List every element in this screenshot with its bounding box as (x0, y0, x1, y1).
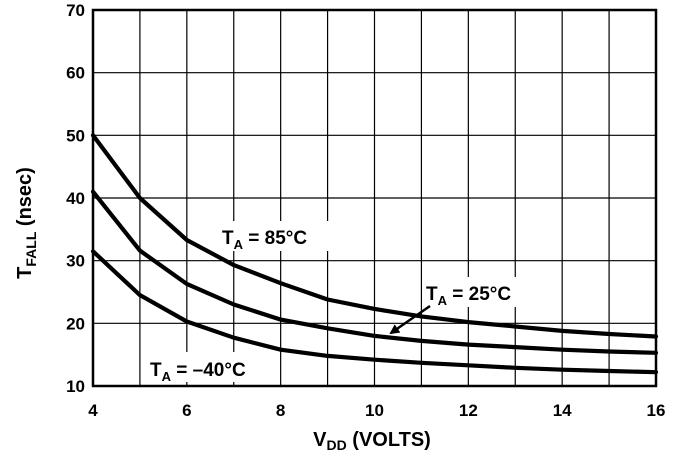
x-tick-label: 10 (365, 401, 384, 420)
y-tick-label: 10 (66, 377, 85, 396)
label-25-background (424, 277, 538, 307)
x-tick-labels: 4 6 8 10 12 14 16 (88, 401, 665, 420)
series-line-25c (90, 189, 659, 355)
x-tick-label: 14 (553, 401, 572, 420)
y-tick-label: 70 (66, 1, 85, 20)
x-tick-label: 4 (88, 401, 98, 420)
x-tick-label: 8 (276, 401, 285, 420)
y-tick-label: 30 (66, 252, 85, 271)
y-tick-label: 20 (66, 314, 85, 333)
series-line-85c (90, 133, 659, 339)
y-tick-label: 50 (66, 126, 85, 145)
plot-frame (91, 8, 658, 388)
series-line-minus40c (90, 249, 659, 375)
y-axis-title: TFALL (nsec) (14, 167, 39, 279)
y-tick-label: 60 (66, 64, 85, 83)
series-label-25c-arrow (389, 304, 431, 335)
y-tick-label: 40 (66, 189, 85, 208)
x-tick-label: 6 (182, 401, 191, 420)
label-m40-background (146, 352, 278, 382)
x-tick-label: 16 (647, 401, 666, 420)
series-label-85c: TA = 85°C (222, 228, 307, 252)
series-label-minus40c: TA = –40°C (150, 360, 246, 384)
x-axis-title: VDD (VOLTS) (313, 429, 431, 453)
x-tick-label: 12 (459, 401, 478, 420)
series-lines (90, 133, 659, 375)
label-85-background (220, 221, 336, 251)
series-label-25c: TA = 25°C (426, 284, 511, 308)
y-tick-labels: 10 20 30 40 50 60 70 (66, 1, 85, 396)
